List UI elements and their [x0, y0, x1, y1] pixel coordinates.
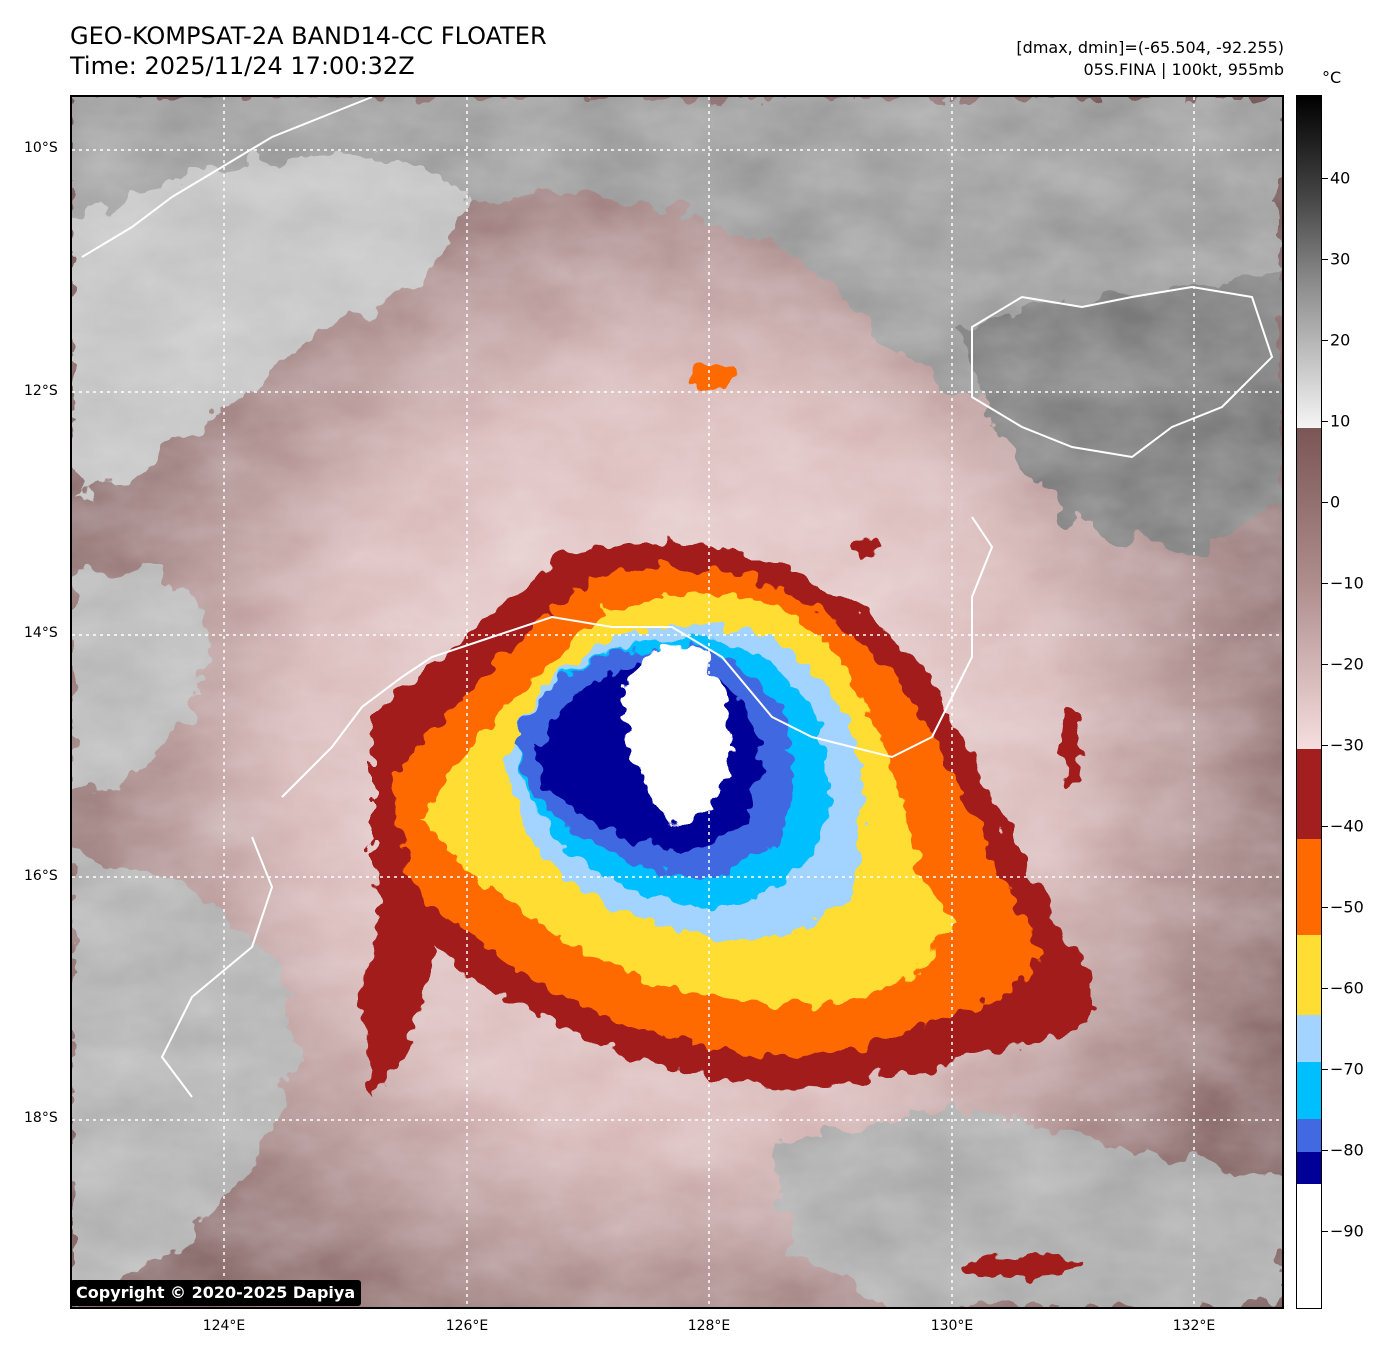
cell-north-east	[848, 537, 876, 557]
colorbar-tick-label: −10	[1330, 573, 1364, 593]
colorbar-tick-label: −90	[1330, 1221, 1364, 1241]
colorbar-tick-label: −80	[1330, 1140, 1364, 1160]
colorbar-tick-mark	[1322, 583, 1328, 584]
lat-label-14S: 14°S	[24, 625, 58, 641]
colorbar-tick-mark	[1322, 1150, 1328, 1151]
data-range-label: [dmax, dmin]=(-65.504, -92.255)	[1016, 38, 1284, 57]
colorbar-segment-9	[1297, 1184, 1321, 1308]
isolated-cells	[690, 365, 1082, 1277]
band-white-core	[622, 642, 732, 827]
colorbar-segment-7	[1297, 1118, 1321, 1152]
lon-label-128E: 128°E	[687, 1318, 731, 1334]
colorbar-unit: °C	[1322, 68, 1342, 87]
colorbar-tick-mark	[1322, 259, 1328, 260]
lat-label-12S: 12°S	[24, 383, 58, 399]
colorbar-tick-mark	[1322, 745, 1328, 746]
colorbar-segment-3	[1297, 838, 1321, 935]
colorbar-tick-mark	[1322, 826, 1328, 827]
copyright-badge: Copyright © 2020-2025 Dapiya	[70, 1280, 362, 1306]
colorbar	[1296, 95, 1322, 1309]
colorbar-tick-mark	[1322, 907, 1328, 908]
colorbar-tick-label: −70	[1330, 1059, 1364, 1079]
colorbar-segment-6	[1297, 1061, 1321, 1119]
colorbar-tick-mark	[1322, 988, 1328, 989]
colorbar-tick-mark	[1322, 340, 1328, 341]
coastline-australia	[281, 516, 994, 798]
cell-east	[1062, 707, 1082, 787]
lat-label-18S: 18°S	[24, 1110, 58, 1126]
colorbar-tick-label: 40	[1330, 168, 1351, 188]
colorbar-segment-0	[1297, 96, 1321, 429]
coastlines	[81, 97, 1274, 1098]
chart-title-time: Time: 2025/11/24 17:00:32Z	[70, 52, 415, 80]
coastline-east-island	[971, 285, 1274, 459]
satellite-imagery	[72, 97, 1282, 1307]
colorbar-tick-mark	[1322, 502, 1328, 503]
cell-north	[690, 365, 734, 389]
lon-label-124E: 124°E	[202, 1318, 246, 1334]
colorbar-segment-2	[1297, 749, 1321, 839]
coastline-west	[160, 836, 274, 1098]
cell-south-streak	[962, 1257, 1082, 1277]
storm-info-label: 05S.FINA | 100kt, 955mb	[1083, 60, 1284, 79]
colorbar-tick-label: 0	[1330, 492, 1341, 512]
colorbar-tick-label: −60	[1330, 978, 1364, 998]
colorbar-tick-label: −40	[1330, 816, 1364, 836]
colorbar-tick-label: 30	[1330, 249, 1351, 269]
colorbar-segment-4	[1297, 934, 1321, 1015]
lon-label-132E: 132°E	[1172, 1318, 1216, 1334]
chart-title-line1: GEO-KOMPSAT-2A BAND14-CC FLOATER	[70, 22, 547, 50]
colorbar-tick-label: 20	[1330, 330, 1351, 350]
storm-shield	[362, 542, 1092, 1097]
colorbar-tick-label: 10	[1330, 411, 1351, 431]
colorbar-segment-1	[1297, 428, 1321, 750]
colorbar-tick-mark	[1322, 421, 1328, 422]
colorbar-tick-label: −20	[1330, 654, 1364, 674]
colorbar-tick-mark	[1322, 1231, 1328, 1232]
colorbar-tick-label: −30	[1330, 735, 1364, 755]
satellite-map[interactable]	[70, 95, 1284, 1309]
lon-label-126E: 126°E	[445, 1318, 489, 1334]
lon-label-130E: 130°E	[930, 1318, 974, 1334]
colorbar-tick-label: −50	[1330, 897, 1364, 917]
colorbar-segment-5	[1297, 1014, 1321, 1062]
colorbar-tick-mark	[1322, 178, 1328, 179]
lat-label-10S: 10°S	[24, 140, 58, 156]
colorbar-tick-mark	[1322, 664, 1328, 665]
colorbar-segment-8	[1297, 1151, 1321, 1185]
graticule	[72, 97, 1282, 1307]
coastline-north	[81, 97, 373, 258]
lat-label-16S: 16°S	[24, 868, 58, 884]
colorbar-tick-mark	[1322, 1069, 1328, 1070]
